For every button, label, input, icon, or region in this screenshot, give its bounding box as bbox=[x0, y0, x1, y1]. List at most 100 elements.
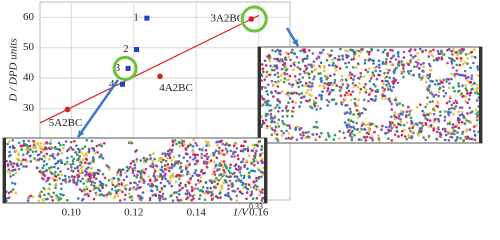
bead bbox=[448, 100, 451, 103]
bead bbox=[475, 83, 479, 87]
bead bbox=[246, 167, 249, 171]
bead bbox=[443, 138, 447, 142]
bead bbox=[192, 186, 195, 190]
bead bbox=[174, 160, 178, 163]
bead bbox=[445, 80, 448, 83]
bead bbox=[414, 54, 417, 58]
bead bbox=[360, 111, 364, 115]
bead bbox=[265, 74, 269, 77]
bead bbox=[54, 186, 57, 190]
bead bbox=[303, 57, 307, 60]
bead bbox=[43, 142, 46, 146]
bead bbox=[472, 61, 475, 65]
bead bbox=[66, 198, 69, 202]
bead bbox=[85, 170, 88, 174]
bead bbox=[298, 127, 302, 131]
bead bbox=[391, 49, 394, 52]
bead bbox=[299, 133, 302, 136]
bead bbox=[422, 65, 426, 69]
bead bbox=[261, 161, 264, 165]
bead bbox=[353, 133, 356, 137]
bead bbox=[361, 122, 365, 126]
bead bbox=[69, 140, 73, 144]
bead bbox=[270, 90, 273, 94]
bead bbox=[87, 174, 90, 177]
bead bbox=[450, 136, 454, 139]
bead bbox=[275, 137, 279, 140]
bead bbox=[26, 199, 30, 202]
bead bbox=[154, 184, 158, 188]
bead bbox=[123, 185, 126, 189]
bead bbox=[46, 197, 49, 201]
bead bbox=[148, 198, 152, 202]
bead bbox=[269, 112, 273, 116]
snapshot bbox=[2, 137, 268, 204]
bead bbox=[233, 175, 237, 178]
bead bbox=[291, 92, 294, 95]
bead bbox=[397, 113, 400, 116]
bead bbox=[212, 154, 216, 157]
bead bbox=[178, 184, 181, 187]
bead bbox=[312, 64, 316, 67]
bead bbox=[274, 125, 278, 129]
bead bbox=[169, 174, 173, 178]
bead bbox=[148, 154, 152, 157]
bead bbox=[454, 139, 457, 142]
bead bbox=[224, 194, 228, 197]
bead bbox=[211, 195, 215, 199]
bead bbox=[281, 59, 284, 63]
bead bbox=[7, 140, 11, 143]
highlight-ring bbox=[112, 55, 138, 81]
bead bbox=[261, 67, 265, 71]
bead bbox=[9, 154, 12, 157]
bead bbox=[181, 140, 184, 143]
bead bbox=[401, 104, 405, 107]
bead bbox=[345, 91, 348, 94]
bead bbox=[304, 131, 308, 134]
bead bbox=[243, 165, 246, 168]
bead bbox=[181, 186, 184, 190]
bead bbox=[278, 49, 281, 53]
bead bbox=[429, 91, 432, 95]
bead bbox=[227, 175, 231, 179]
bead bbox=[166, 164, 169, 168]
bead bbox=[152, 180, 156, 183]
bead bbox=[467, 75, 470, 79]
bead bbox=[252, 158, 255, 161]
bead bbox=[372, 67, 376, 70]
bead bbox=[48, 194, 52, 197]
bead bbox=[231, 172, 235, 176]
bead bbox=[235, 194, 239, 198]
bead bbox=[462, 116, 466, 119]
bead bbox=[169, 148, 172, 151]
point-label: 1 bbox=[133, 12, 139, 24]
bead bbox=[104, 184, 108, 187]
bead bbox=[160, 168, 163, 172]
bead bbox=[451, 123, 455, 126]
bead bbox=[285, 114, 289, 118]
bead bbox=[319, 66, 322, 70]
bead bbox=[124, 171, 127, 174]
bead bbox=[367, 122, 370, 126]
bead bbox=[17, 167, 21, 171]
bead bbox=[154, 193, 157, 197]
bead bbox=[25, 147, 28, 150]
bead bbox=[283, 57, 287, 61]
y-tick-label: 50 bbox=[23, 41, 35, 53]
bead bbox=[284, 68, 288, 72]
bead bbox=[147, 175, 150, 178]
bead bbox=[216, 140, 219, 144]
bead bbox=[257, 189, 261, 192]
bead bbox=[178, 145, 182, 148]
bead bbox=[213, 180, 216, 183]
bead bbox=[447, 86, 451, 90]
bead bbox=[260, 175, 263, 179]
bead bbox=[196, 179, 200, 182]
bead bbox=[456, 131, 459, 134]
bead bbox=[333, 78, 337, 82]
bead bbox=[97, 187, 100, 190]
bead bbox=[445, 101, 449, 105]
bead bbox=[320, 98, 323, 101]
bead bbox=[338, 58, 341, 62]
bead bbox=[378, 66, 381, 69]
